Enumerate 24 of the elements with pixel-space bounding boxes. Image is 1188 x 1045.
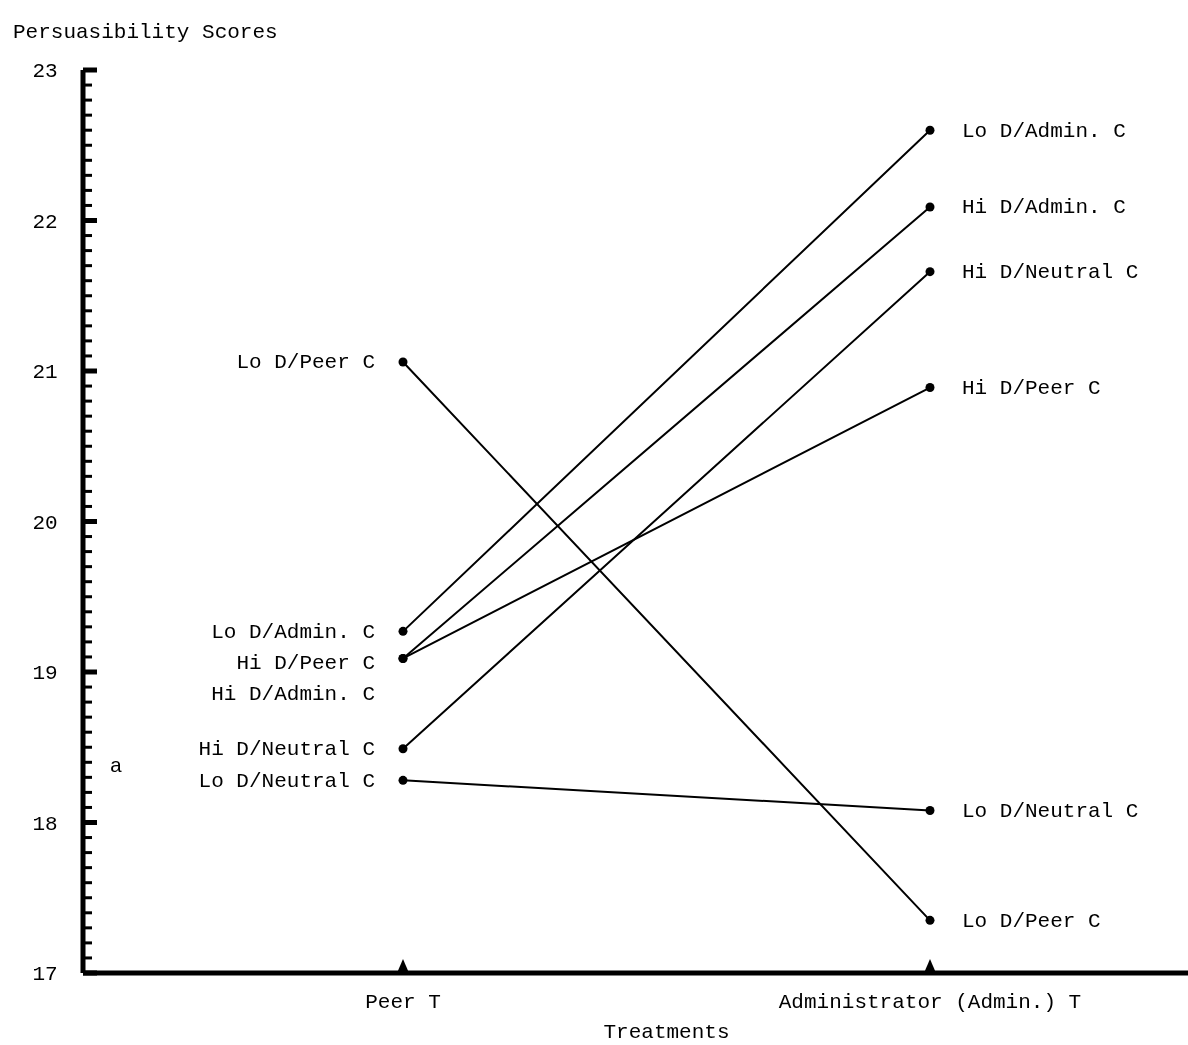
x-axis-title: Treatments [603,1021,730,1044]
series-label: Hi D/Neutral C [198,738,375,762]
text: Hi D/Admin. C [211,682,375,706]
text: Lo D/Admin. C [962,119,1126,143]
y-tick-label: 17 [32,963,58,987]
series-label: Hi D/Admin. C [962,196,1126,220]
x-tick-label: Peer T [365,991,441,1014]
y-tick-label: 23 [32,60,58,84]
series-label: Lo D/Admin. C [211,620,375,644]
y-tick-label: 21 [32,361,58,385]
y-axis-title: Persuasibility Scores [13,21,278,44]
text: Lo D/Peer C [962,909,1101,933]
y-tick-label: 20 [32,511,58,535]
text: Lo D/Neutral C [962,799,1139,823]
text: Hi D/Peer C [962,376,1101,400]
series-label: Lo D/Peer C [236,351,375,375]
text: Hi D/Neutral C [962,260,1139,284]
series-label: Lo D/Neutral C [198,769,375,793]
y-tick-label: 19 [32,662,58,686]
y-tick-label: 22 [32,210,58,234]
annotation: a [109,755,123,779]
x-tick-label: Administrator (Admin.) T [778,991,1082,1014]
y-tick-label: 18 [32,812,58,836]
series-label: Hi D/Peer C [236,651,375,675]
